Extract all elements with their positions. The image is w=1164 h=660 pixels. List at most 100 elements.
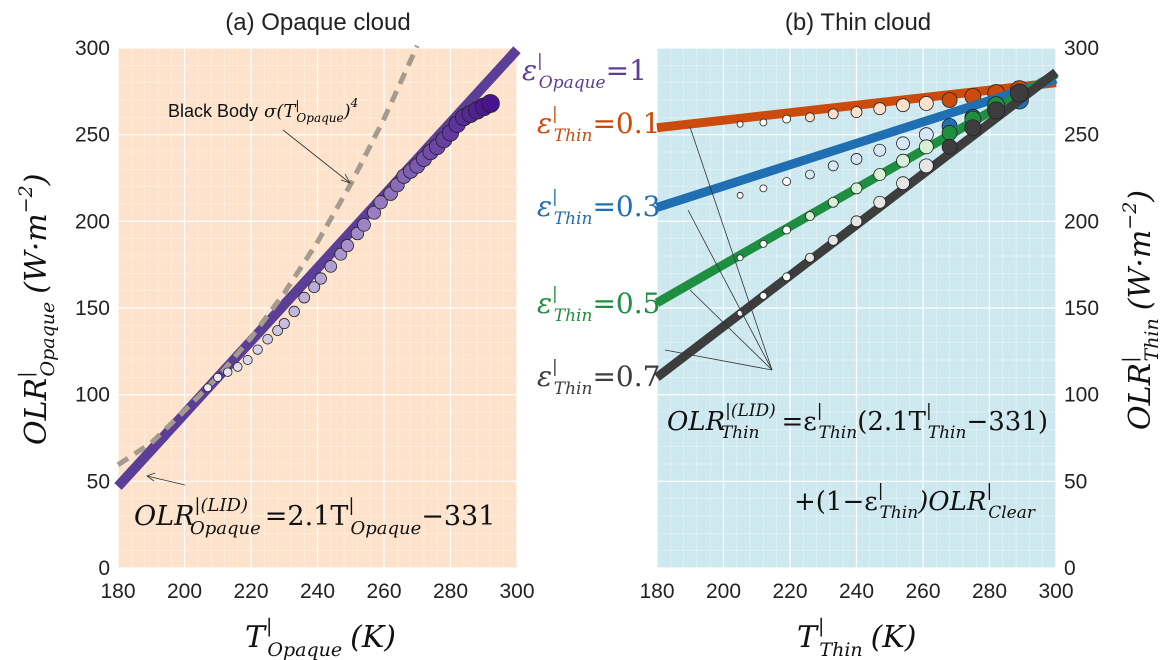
xlabel-thin-sub: Thin <box>819 639 862 660</box>
blackbody-formula-exp: 4 <box>350 96 359 110</box>
arrow-to-eps07 <box>664 349 773 371</box>
thin-data-point <box>759 184 768 193</box>
lid-thin-l2-sup2: | <box>986 481 992 501</box>
lid-opaque-tail: −331 <box>421 501 495 532</box>
thin-data-point <box>896 136 910 151</box>
thin-data-point <box>918 158 934 174</box>
thin-data-point <box>759 118 768 127</box>
thin-data-point <box>1010 83 1029 103</box>
thin-data-point <box>759 239 768 248</box>
ylabel-thin-exp: −2 <box>1119 202 1141 230</box>
ticks-opaque: 180 200 220 240 260 280 300 0 50 100 150 200 250 300 <box>75 37 535 603</box>
lid-thin-l2-sub2: Clear <box>988 503 1036 523</box>
thin-data-point <box>850 153 863 165</box>
thin-data-point <box>850 182 863 195</box>
thin-data-point <box>782 114 792 124</box>
svg-text:ε|Thin=0.1: ε| Thin=0.1 <box>537 104 660 146</box>
opaque-data-point <box>357 217 371 232</box>
lid-opaque-eq: =2.1T <box>265 501 349 532</box>
thin-data-point <box>941 92 958 108</box>
opaque-data-point <box>324 260 338 273</box>
thin-data-point <box>987 101 1006 120</box>
thin-data-point <box>873 168 887 181</box>
epsilon-opaque-sup: | <box>537 51 543 71</box>
blackbody-formula-pre: σ(T <box>264 101 297 122</box>
thin-data-point <box>736 254 744 262</box>
lid-thin-main: OLR <box>667 407 725 437</box>
x-tick-label: 240 <box>839 580 874 603</box>
epsilon-thin-05-eq: =0.5 <box>592 287 660 320</box>
epsilon-thin-01-eq: =0.1 <box>592 107 660 140</box>
lid-thin-mid: (2.1T <box>857 407 926 437</box>
x-tick-label: 180 <box>100 580 135 603</box>
epsilon-thin-07-sym: ε <box>537 360 552 393</box>
xlabel-opaque-sub: Opaque <box>267 639 342 660</box>
blackbody-arrow-head <box>340 173 351 184</box>
thin-data-point <box>827 160 839 172</box>
opaque-data-point <box>223 367 233 377</box>
lid-thin-sub: Thin <box>721 423 760 443</box>
thin-data-point <box>918 96 934 111</box>
lid-opaque-sub2: Opaque <box>350 518 421 539</box>
thin-data-point <box>827 234 839 246</box>
xlabel-opaque-sup: | <box>266 615 272 637</box>
thin-data-point <box>873 102 887 116</box>
xlabel-opaque-unit: (K) <box>350 620 396 655</box>
thin-data-point <box>850 215 863 228</box>
thin-data-point <box>873 195 887 209</box>
opaque-data-point <box>373 195 388 210</box>
opaque-data-point <box>308 281 321 294</box>
thin-data-point <box>782 177 792 186</box>
epsilon-thin-01-sym: ε <box>537 107 552 140</box>
x-tick-label: 220 <box>233 580 268 603</box>
thin-data-point <box>850 106 863 119</box>
ylabel-opaque-sup: | <box>15 371 37 377</box>
opaque-data-point <box>298 291 311 304</box>
epsilon-thin-05-sub: Thin <box>554 306 593 326</box>
opaque-data-point <box>314 272 327 285</box>
lid-thin-sub3: Thin <box>928 423 967 443</box>
lid-opaque-sup2: | <box>348 495 354 516</box>
thin-data-point <box>964 119 982 137</box>
ylabel-thin-unit: (W·m <box>1123 230 1158 311</box>
thin-data-point <box>896 176 910 191</box>
epsilon-thin-03-sym: ε <box>537 190 552 223</box>
opaque-data-point <box>203 383 213 393</box>
panel-thin: 180 200 220 240 260 280 300050100150200250300 … <box>639 9 1099 603</box>
lid-thin-arrows <box>664 126 773 371</box>
blackbody-curve <box>116 44 420 467</box>
opaque-data-point <box>334 247 348 261</box>
svg-text:ε|Opaque=1: ε| Opaque=1 <box>522 51 647 93</box>
svg-text:OLR|Opaque(W·m−2): OLR|Opaque (W·m−2) <box>15 174 59 446</box>
arrow-to-eps03 <box>687 209 773 371</box>
epsilon-thin-01-sup: | <box>552 104 558 124</box>
opaque-data-point <box>272 325 284 336</box>
y-tick-label: 50 <box>1064 470 1087 493</box>
thin-data-point <box>896 153 910 168</box>
lid-thin-sub2: Thin <box>819 423 858 443</box>
y-tick-label: 0 <box>98 557 110 580</box>
thin-data-point <box>873 143 887 157</box>
title-thin: (b) Thin cloud <box>785 9 931 36</box>
ylabel-opaque-unit: (W·m <box>19 213 54 294</box>
y-tick-label: 200 <box>75 210 110 233</box>
panel-opaque: 180 200 220 240 260 280 300050100150200250300 … <box>75 9 535 603</box>
thin-data-point <box>805 169 815 180</box>
svg-text:OLR|(LID)Thin=ε|Thin(2.1T|Thin: OLR|(LID) Thin =ε| Thin(2.1T| Thin−331) <box>667 401 1048 443</box>
arrow-to-eps05 <box>689 289 773 371</box>
y-tick-label: 300 <box>1064 37 1099 60</box>
epsilon-thin-03-sub: Thin <box>554 209 593 229</box>
y-tick-label: 300 <box>75 37 110 60</box>
lid-thin-tail: −331) <box>966 407 1048 437</box>
ylabel-opaque-close: ) <box>19 174 54 187</box>
blackbody-label: Black Body <box>168 101 258 121</box>
ylabel-thin-close: ) <box>1123 190 1158 203</box>
svg-text:ε|Thin=0.7: ε| Thin=0.7 <box>537 357 660 399</box>
thin-data-point <box>736 120 744 128</box>
thin-data-point <box>827 196 839 208</box>
y-tick-label: 200 <box>1064 210 1099 233</box>
svg-text:T|Thin(K): T| Thin (K) <box>797 615 916 660</box>
opaque-data-point <box>232 362 243 372</box>
ylabel-thin-main: OLR <box>1123 363 1158 430</box>
